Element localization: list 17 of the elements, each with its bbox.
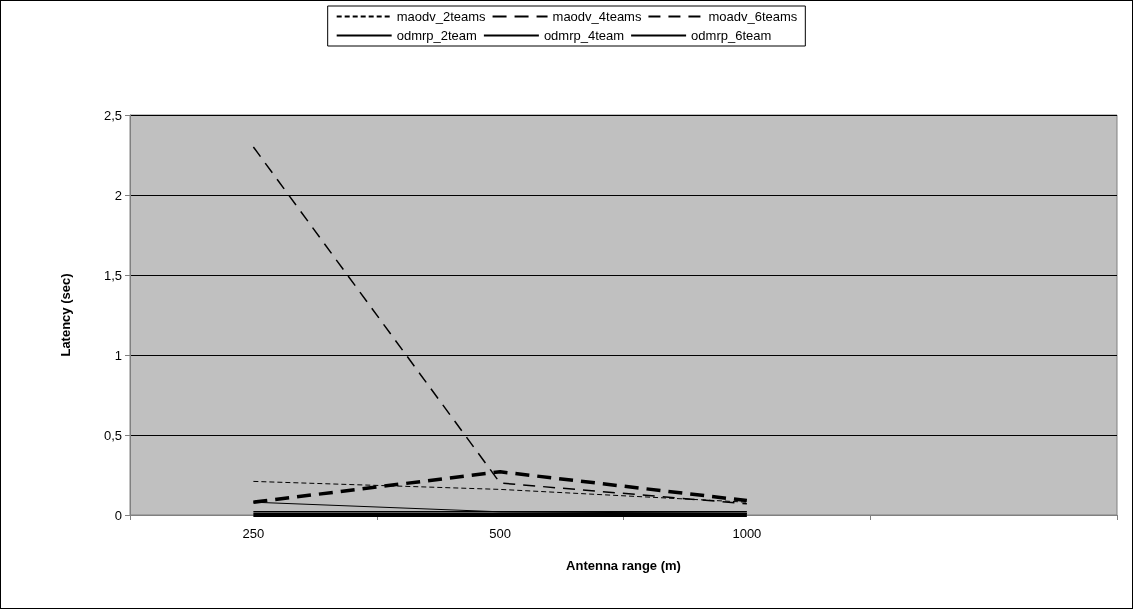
y-tick-label: 0,5 — [103, 427, 122, 443]
y-tick-label: 2,5 — [103, 107, 122, 123]
legend-label: odmrp_6team — [691, 28, 772, 43]
y-tick-label: 2 — [114, 187, 122, 203]
x-axis-title: Antenna range (m) — [566, 558, 681, 573]
y-tick-label: 1,5 — [103, 267, 122, 283]
legend-label: moadv_6teams — [708, 9, 798, 24]
legend-label: odmrp_2team — [396, 28, 477, 43]
legend-label: maodv_4teams — [552, 9, 642, 24]
legend-label: maodv_2teams — [396, 9, 487, 24]
x-tick-label: 500 — [489, 526, 511, 541]
x-tick-label: 250 — [242, 526, 265, 541]
legend-label: odmrp_4team — [543, 28, 625, 43]
y-axis-title: Latency (sec) — [58, 273, 73, 357]
y-tick-label: 1 — [114, 347, 122, 363]
y-tick-label: 0 — [114, 507, 122, 523]
x-tick-label: 1000 — [732, 526, 762, 541]
